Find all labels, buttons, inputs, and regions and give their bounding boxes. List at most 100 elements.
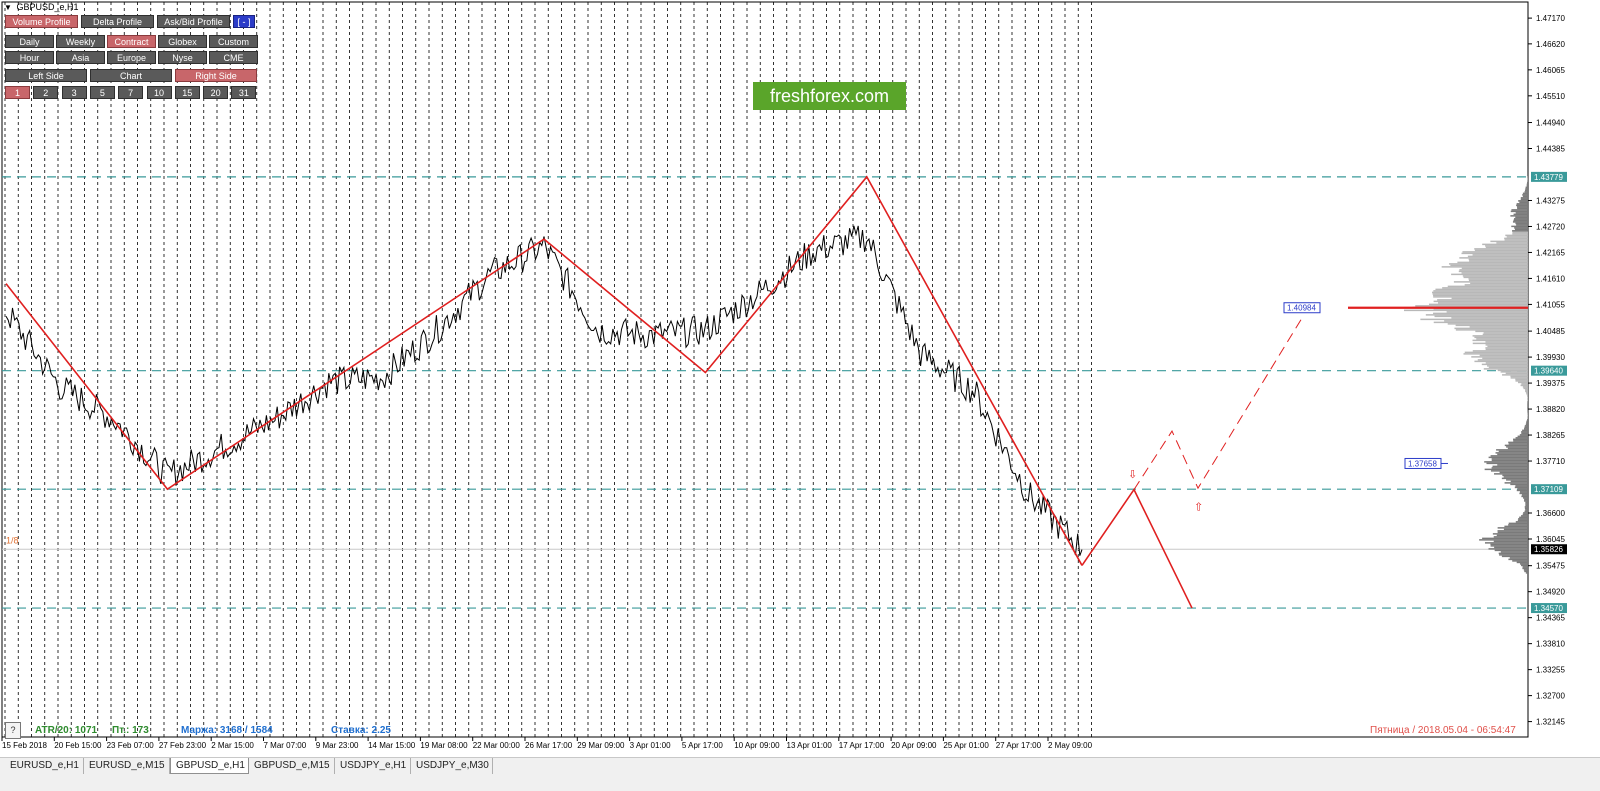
- panel-button-5[interactable]: 5: [89, 86, 115, 99]
- dropdown-triangle-icon[interactable]: ▼: [4, 3, 12, 12]
- price-tick-label: 1.34365: [1536, 614, 1565, 623]
- price-tick-label: 1.47170: [1536, 14, 1565, 23]
- datetime-readout: Пятница / 2018.05.04 - 06:54:47: [1370, 725, 1516, 736]
- price-tick-label: 1.37710: [1536, 457, 1565, 466]
- time-tick-label: 20 Apr 09:00: [891, 741, 937, 750]
- current-price-label: 1.35826: [1534, 545, 1563, 554]
- level-price-label: 1.37109: [1534, 485, 1563, 494]
- level-price-label: 1.43779: [1534, 173, 1563, 182]
- freshforex-watermark: freshforex.com: [753, 82, 906, 110]
- time-tick-label: 29 Mar 09:00: [577, 741, 625, 750]
- price-tick-label: 1.40485: [1536, 327, 1565, 336]
- time-tick-label: 26 Mar 17:00: [525, 741, 573, 750]
- margin-readout: Маржа: 3168 / 1584: [181, 725, 273, 736]
- level-price-label: 1.34570: [1534, 604, 1563, 613]
- tab-usdjpy-e-h1[interactable]: USDJPY_e,H1: [335, 758, 411, 774]
- panel-button-cme[interactable]: CME: [209, 51, 258, 64]
- price-tick-label: 1.39930: [1536, 353, 1565, 362]
- panel-button-10[interactable]: 10: [146, 86, 172, 99]
- down-arrow-icon: ⇩: [1128, 468, 1137, 481]
- price-tick-label: 1.35475: [1536, 562, 1565, 571]
- panel-button-1[interactable]: 1: [5, 86, 30, 99]
- panel-button-hour[interactable]: Hour: [5, 51, 54, 64]
- tab-usdjpy-e-m30[interactable]: USDJPY_e,M30: [411, 758, 493, 774]
- panel-button-asia[interactable]: Asia: [56, 51, 105, 64]
- panel-button-left-side[interactable]: Left Side: [5, 69, 87, 82]
- price-tick-label: 1.39375: [1536, 379, 1565, 388]
- tab-gbpusd-e-m15[interactable]: GBPUSD_e,M15: [249, 758, 335, 774]
- time-tick-label: 3 Apr 01:00: [630, 741, 671, 750]
- price-tick-label: 1.46620: [1536, 40, 1565, 49]
- price-tick-label: 1.32145: [1536, 718, 1565, 727]
- panel-button--[interactable]: [ - ]: [233, 15, 255, 28]
- symbol-label: GBPUSD_e,H1: [16, 2, 79, 12]
- panel-button-custom[interactable]: Custom: [209, 35, 258, 48]
- panel-button-globex[interactable]: Globex: [158, 35, 207, 48]
- time-tick-label: 25 Apr 01:00: [943, 741, 989, 750]
- time-tick-label: 10 Apr 09:00: [734, 741, 780, 750]
- poc-label: 1.40984: [1287, 304, 1316, 313]
- tab-gbpusd-e-h1[interactable]: GBPUSD_e,H1: [170, 758, 249, 774]
- time-tick-label: 27 Feb 23:00: [159, 741, 207, 750]
- time-tick-label: 2 May 09:00: [1048, 741, 1093, 750]
- price-tick-label: 1.45510: [1536, 92, 1565, 101]
- chart-title: ▼ GBPUSD_e,H1: [0, 0, 1532, 14]
- chart-frame: [1, 1, 1529, 738]
- time-tick-label: 9 Mar 23:00: [316, 741, 359, 750]
- panel-button-daily[interactable]: Daily: [5, 35, 54, 48]
- time-tick-label: 23 Feb 07:00: [107, 741, 155, 750]
- level-price-tag: [1531, 365, 1567, 376]
- time-tick-label: 19 Mar 08:00: [420, 741, 468, 750]
- points-readout: Пт.: 173: [112, 725, 149, 736]
- price-tick-label: 1.46065: [1536, 66, 1565, 75]
- panel-button-15[interactable]: 15: [174, 86, 200, 99]
- help-button[interactable]: ?: [5, 722, 21, 739]
- fib-label: 1/8: [6, 535, 19, 545]
- tab-eurusd-e-h1[interactable]: EURUSD_e,H1: [5, 758, 84, 774]
- panel-button-ask-bid-profile[interactable]: Ask/Bid Profile: [157, 15, 230, 28]
- time-tick-label: 5 Apr 17:00: [682, 741, 723, 750]
- time-tick-label: 7 Mar 07:00: [264, 741, 307, 750]
- poc-label-box: [1283, 302, 1321, 314]
- panel-button-chart[interactable]: Chart: [90, 69, 172, 82]
- time-tick-label: 27 Apr 17:00: [996, 741, 1042, 750]
- chart-tabs-bar: EURUSD_e,H1 EURUSD_e,M15 GBPUSD_e,H1 GBPUSD…: [0, 757, 1600, 791]
- value-area-label: 1.37658: [1408, 459, 1437, 468]
- price-tick-label: 1.32700: [1536, 692, 1565, 701]
- price-tick-label: 1.36045: [1536, 535, 1565, 544]
- time-tick-label: 13 Apr 01:00: [787, 741, 833, 750]
- price-chart[interactable]: ⇩ ⇧ 1/8 1.47170 1.46620 1.46065 1.45510 1.44940…: [0, 0, 1600, 757]
- price-tick-label: 1.33810: [1536, 640, 1565, 649]
- price-tick-label: 1.41055: [1536, 300, 1565, 309]
- panel-button-2[interactable]: 2: [33, 86, 59, 99]
- price-tick-label: 1.34920: [1536, 588, 1565, 597]
- price-tick-label: 1.43275: [1536, 196, 1565, 205]
- panel-button-right-side[interactable]: Right Side: [175, 69, 257, 82]
- price-tick-label: 1.38820: [1536, 405, 1565, 414]
- time-tick-label: 2 Mar 15:00: [211, 741, 254, 750]
- atr-readout: ATR/20: 1071: [35, 725, 98, 736]
- time-tick-label: 17 Apr 17:00: [839, 741, 885, 750]
- time-tick-label: 22 Mar 00:00: [473, 741, 521, 750]
- price-tick-label: 1.44940: [1536, 119, 1565, 128]
- panel-button-20[interactable]: 20: [203, 86, 229, 99]
- panel-button-7[interactable]: 7: [118, 86, 144, 99]
- tab-eurusd-e-m15[interactable]: EURUSD_e,M15: [84, 758, 170, 774]
- panel-button-volume-profile[interactable]: Volume Profile: [5, 15, 78, 28]
- panel-button-3[interactable]: 3: [61, 86, 87, 99]
- panel-button-weekly[interactable]: Weekly: [56, 35, 105, 48]
- va-label-box: [1404, 457, 1442, 469]
- panel-button-nyse[interactable]: Nyse: [158, 51, 207, 64]
- panel-button-31[interactable]: 31: [231, 86, 257, 99]
- up-arrow-icon: ⇧: [1194, 501, 1203, 514]
- projection-dashed: [1133, 316, 1304, 490]
- level-price-label: 1.39640: [1534, 367, 1563, 376]
- price-line: [5, 225, 1083, 556]
- price-tick-label: 1.38265: [1536, 431, 1565, 440]
- panel-button-europe[interactable]: Europe: [107, 51, 156, 64]
- panel-button-contract[interactable]: Contract: [107, 35, 156, 48]
- panel-button-delta-profile[interactable]: Delta Profile: [81, 15, 154, 28]
- price-tick-label: 1.41610: [1536, 274, 1565, 283]
- zigzag-line: [5, 175, 1083, 566]
